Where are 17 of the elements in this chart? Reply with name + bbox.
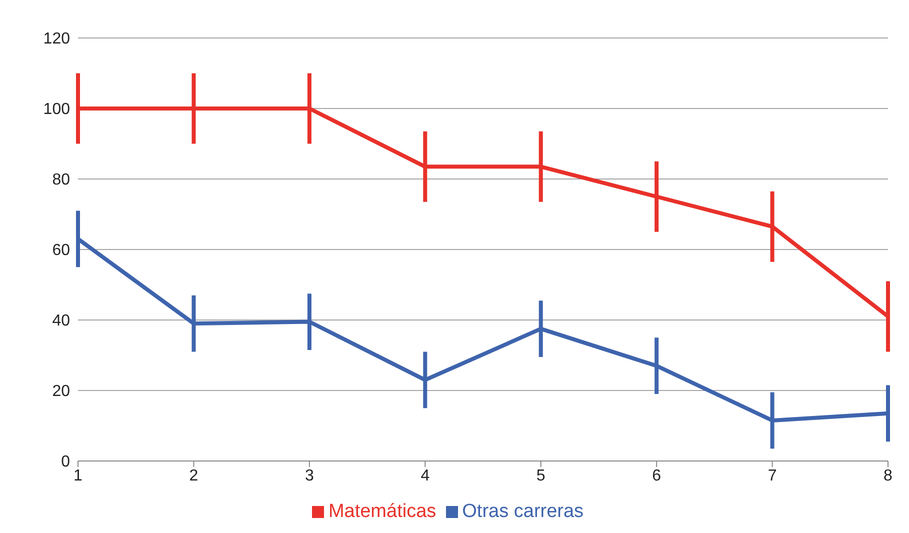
legend-label: Otras carreras: [462, 501, 584, 522]
x-tick-label: 5: [536, 467, 546, 484]
x-tick-label: 1: [74, 467, 83, 484]
x-tick-label: 8: [884, 467, 893, 484]
x-tick-label: 4: [420, 467, 430, 484]
y-tick-label: 20: [52, 383, 70, 400]
x-tick-label: 7: [768, 467, 777, 484]
legend-label: Matemáticas: [328, 501, 436, 522]
y-tick-label: 80: [52, 172, 70, 189]
y-tick-label: 40: [52, 312, 70, 330]
y-tick-label: 60: [52, 242, 70, 260]
x-tick-label: 2: [189, 467, 198, 484]
y-tick-label: 0: [61, 454, 70, 471]
y-tick-label: 100: [43, 101, 70, 118]
y-tick-label: 120: [43, 30, 70, 48]
x-tick-label: 6: [652, 467, 662, 484]
x-tick-label: 3: [304, 467, 314, 484]
